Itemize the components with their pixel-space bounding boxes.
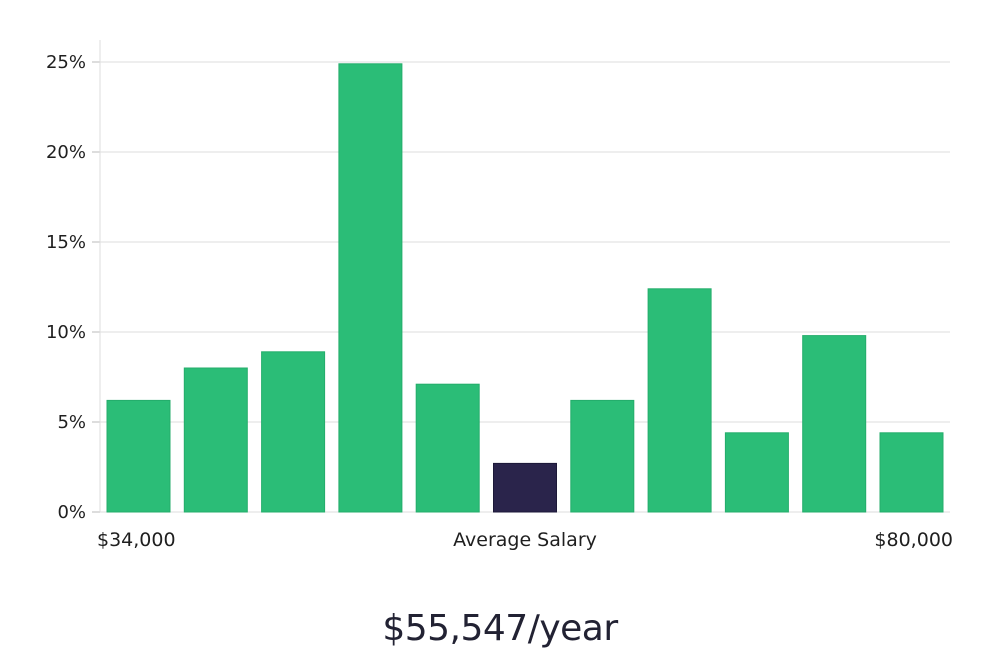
bar xyxy=(106,399,171,513)
x-axis-max-label: $80,000 xyxy=(874,529,953,551)
bar xyxy=(802,335,867,513)
x-axis-min-label: $34,000 xyxy=(97,529,176,551)
average-salary-value: $55,547/year xyxy=(382,608,618,649)
y-tick-label: 20% xyxy=(46,142,86,163)
bar xyxy=(570,399,635,513)
bar xyxy=(724,432,789,513)
bar xyxy=(647,288,712,513)
bar xyxy=(415,383,480,513)
bar-highlighted xyxy=(493,462,557,513)
y-tick-label: 10% xyxy=(46,322,86,343)
bar xyxy=(261,351,326,513)
bar xyxy=(183,367,248,513)
bar xyxy=(338,63,403,513)
bars xyxy=(106,63,944,513)
y-tick-label: 0% xyxy=(57,502,86,523)
salary-histogram: 0% 5% 10% 15% 20% 25% xyxy=(46,40,950,523)
y-tick-label: 15% xyxy=(46,232,86,253)
y-tick-label: 5% xyxy=(57,412,86,433)
y-axis-ticks: 0% 5% 10% 15% 20% 25% xyxy=(46,52,100,523)
bar xyxy=(879,432,944,513)
x-axis-title: Average Salary xyxy=(453,529,597,551)
y-tick-label: 25% xyxy=(46,52,86,73)
